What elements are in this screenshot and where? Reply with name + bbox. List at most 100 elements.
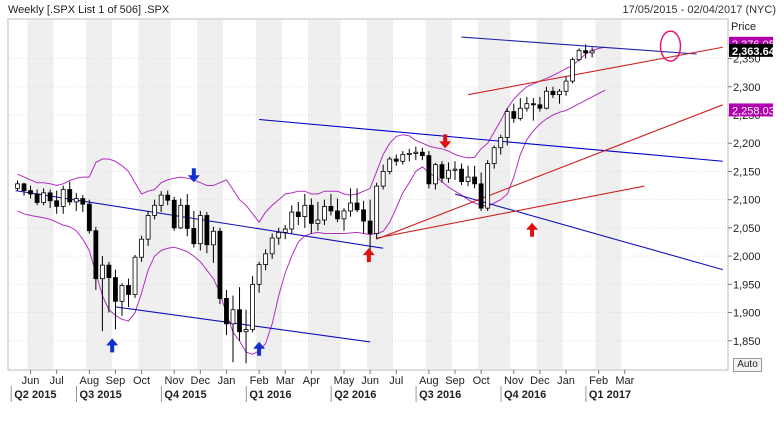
x-tick-label: Feb	[250, 375, 269, 387]
candle-body	[433, 164, 438, 185]
candle-body	[269, 237, 275, 255]
candle-body	[446, 169, 451, 179]
candle-body	[86, 203, 92, 232]
signal-arrow-icon	[187, 168, 200, 183]
month-shade	[86, 20, 113, 369]
signal-arrow-icon	[362, 248, 375, 263]
candle-body	[197, 215, 203, 245]
candle-body	[243, 329, 249, 333]
candle-body	[361, 209, 366, 222]
x-tick-label: Oct	[133, 375, 150, 387]
candle-body	[204, 215, 210, 246]
candle-body	[348, 202, 353, 212]
month-shade	[366, 20, 393, 369]
signal-arrow-icon	[439, 134, 452, 149]
candle-body	[524, 103, 530, 109]
candle-body	[178, 204, 184, 229]
candle-body	[60, 189, 66, 207]
x-tick-label: Dec	[191, 375, 211, 387]
month-shade	[138, 20, 171, 369]
candle-body	[511, 111, 517, 119]
candle-body	[224, 298, 229, 325]
x-tick-label: Nov	[504, 375, 524, 387]
y-tick-label: 2,150	[733, 166, 761, 178]
candle-body	[517, 107, 523, 119]
candle-body	[550, 90, 556, 96]
candle-body	[54, 200, 60, 207]
quarter-label: Q2 2015	[14, 389, 56, 401]
candle-body	[21, 183, 27, 192]
x-tick-label: Sep	[106, 375, 126, 387]
candle-body	[374, 185, 380, 234]
x-tick-label: Jul	[50, 375, 64, 387]
x-tick-label: Sep	[445, 375, 465, 387]
candle-body	[328, 206, 334, 212]
candle-body	[537, 104, 543, 109]
candle-body	[335, 210, 340, 220]
x-tick-label: Jan	[218, 375, 236, 387]
candle-body	[93, 230, 99, 280]
x-tick-label: Jun	[22, 375, 40, 387]
bollinger-upper-line	[17, 46, 606, 224]
quarter-label: Q3 2016	[419, 389, 461, 401]
y-tick-label: 2,200	[733, 138, 761, 150]
y-tick-label: 2,100	[733, 195, 761, 207]
candle-body	[99, 264, 105, 280]
y-tick-label: 1,850	[733, 336, 761, 348]
quarter-label: Q2 2016	[334, 389, 376, 401]
candle-body	[263, 253, 269, 265]
y-tick-label: 2,000	[733, 251, 761, 263]
x-tick-label: Jul	[389, 375, 403, 387]
x-tick-label: Mar	[615, 375, 634, 387]
quarter-label: Q4 2015	[164, 389, 206, 401]
signal-arrow-icon	[106, 338, 119, 353]
candle-body	[322, 206, 327, 221]
candle-body	[380, 171, 386, 187]
candle-body	[570, 59, 575, 82]
trend-line	[461, 36, 697, 55]
candle-body	[583, 50, 589, 54]
candle-body	[439, 164, 445, 179]
candle-body	[367, 220, 373, 234]
quarter-label: Q1 2016	[249, 389, 291, 401]
quarter-label: Q1 2017	[589, 389, 631, 401]
candle-body	[393, 158, 399, 162]
x-tick-label: Aug	[419, 375, 439, 387]
candle-body	[15, 183, 20, 189]
candle-body	[563, 80, 569, 92]
candle-body	[119, 285, 125, 302]
x-tick-label: Feb	[589, 375, 608, 387]
candle-body	[230, 309, 236, 325]
candle-body	[152, 204, 158, 216]
candle-body	[341, 210, 347, 220]
candle-body	[504, 111, 510, 138]
candle-body	[34, 193, 40, 203]
month-shade	[425, 20, 452, 369]
candle-body	[210, 230, 216, 246]
price-tag-label: 2,258.03	[732, 105, 775, 117]
candle-body	[276, 231, 282, 239]
x-tick-label: Aug	[80, 375, 100, 387]
candle-body	[530, 103, 536, 106]
candle-body	[80, 198, 86, 205]
candle-body	[237, 309, 242, 333]
candle-body	[426, 155, 432, 185]
candle-body	[472, 176, 478, 185]
candle-body	[302, 204, 308, 217]
candle-body	[465, 176, 471, 182]
highlight-circle	[659, 30, 682, 62]
candle-body	[191, 228, 197, 245]
last-price-label: 2,363.64	[732, 46, 776, 58]
candle-body	[498, 137, 504, 149]
candle-body	[41, 192, 47, 203]
candle-body	[28, 190, 33, 195]
candle-body	[478, 183, 484, 209]
auto-scale-button[interactable]: Auto	[733, 358, 762, 372]
signal-arrow-icon	[526, 222, 539, 237]
candle-body	[289, 211, 295, 230]
trend-line	[467, 46, 723, 96]
candle-body	[315, 219, 321, 224]
x-tick-label: Jun	[361, 375, 379, 387]
